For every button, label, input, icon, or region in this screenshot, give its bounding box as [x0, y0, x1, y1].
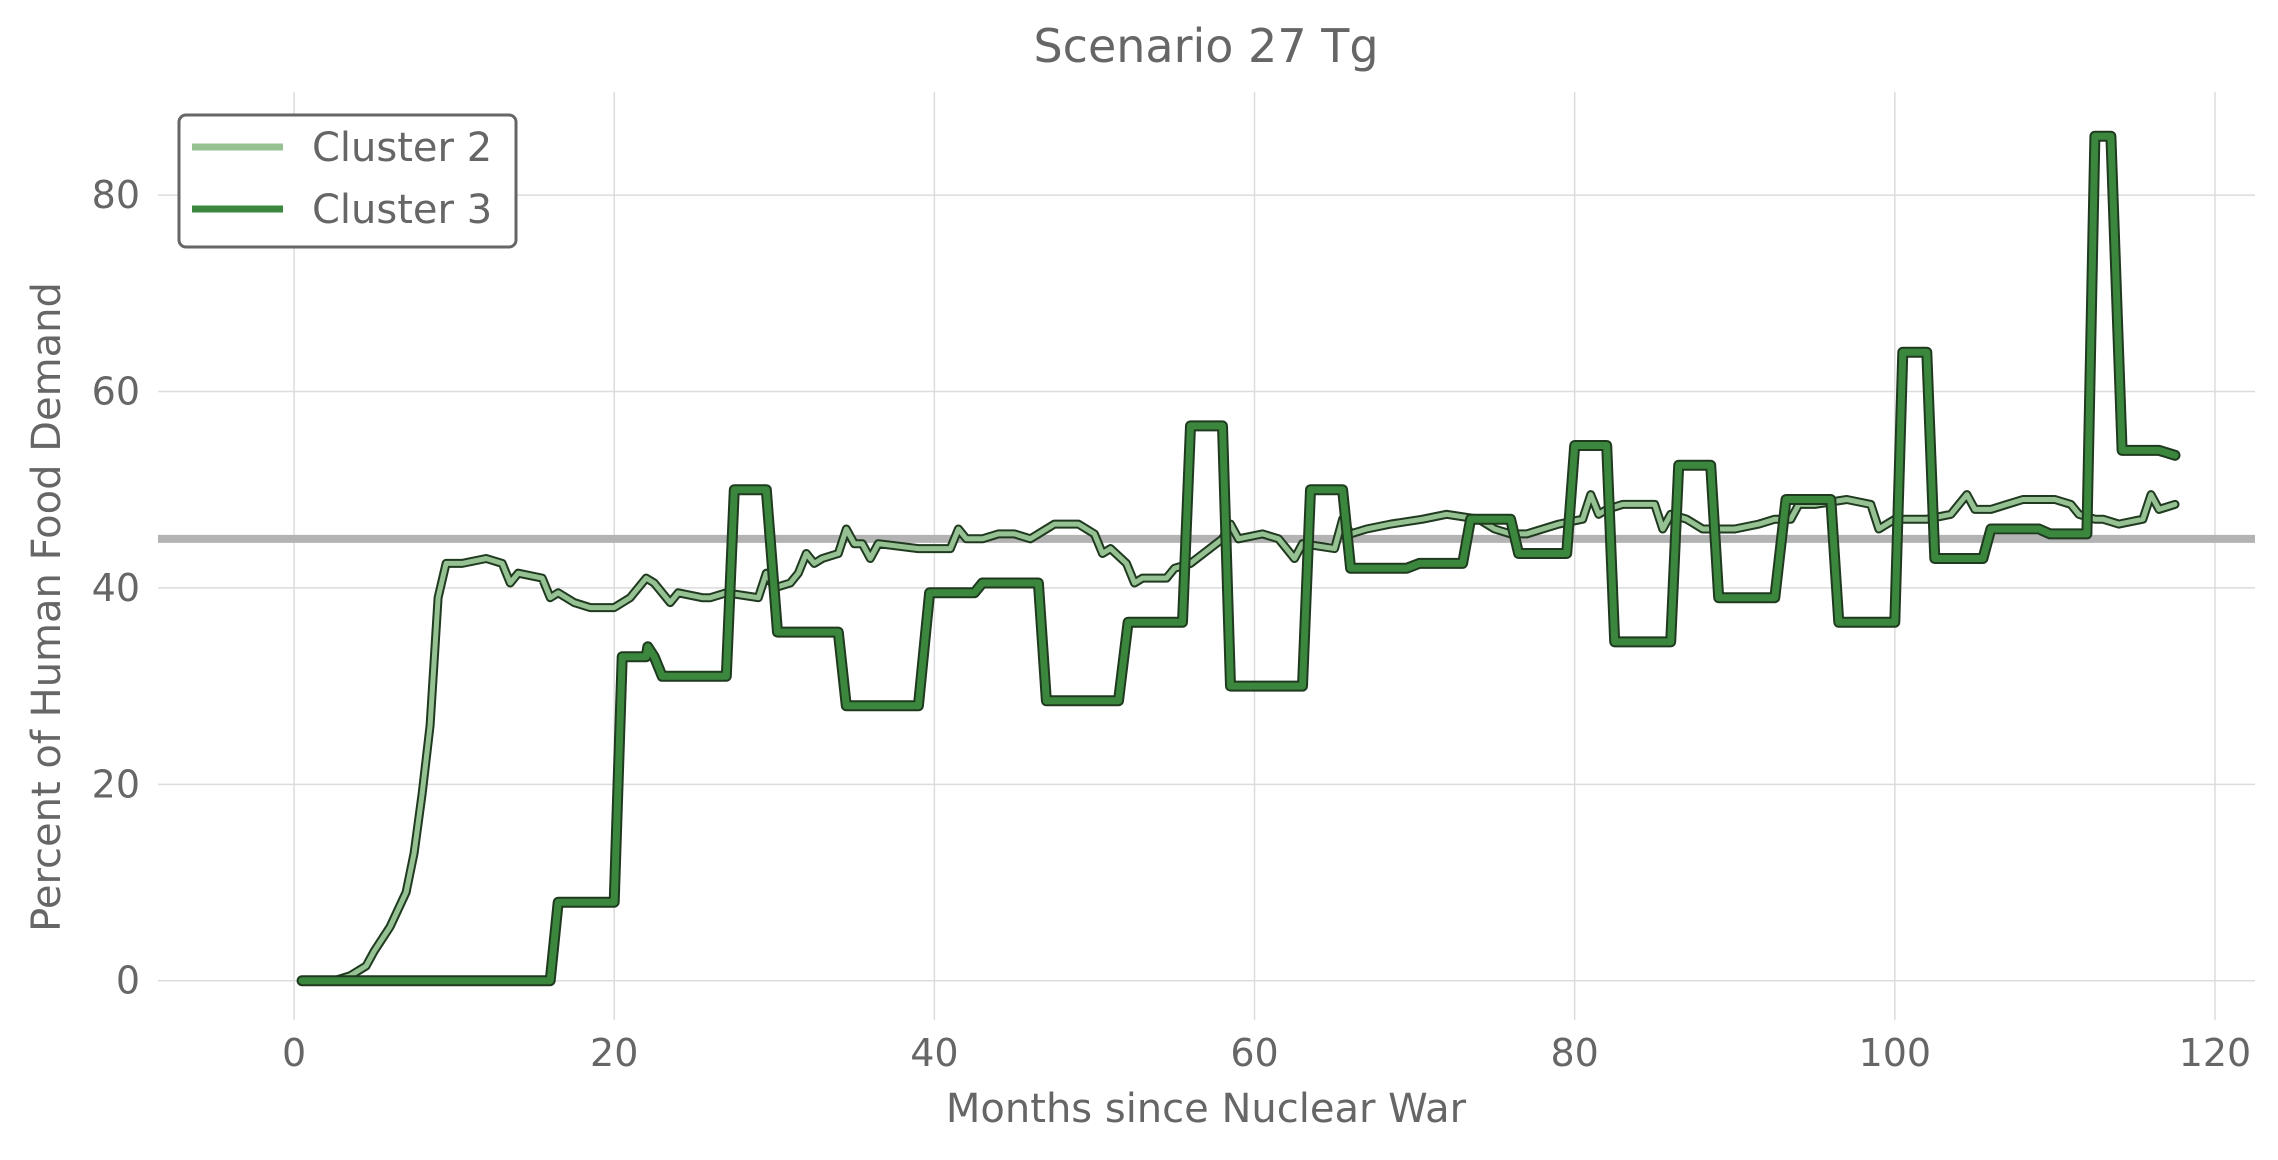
- chart-title: Scenario 27 Tg: [1033, 19, 1378, 73]
- x-tick-label: 120: [2179, 1031, 2252, 1075]
- x-tick-label: 100: [1859, 1031, 1932, 1075]
- y-tick-label: 60: [92, 370, 140, 414]
- x-tick-label: 0: [282, 1031, 306, 1075]
- y-tick-label: 0: [116, 959, 140, 1003]
- legend-label-cluster-2: Cluster 2: [312, 125, 492, 171]
- legend-label-cluster-3: Cluster 3: [312, 187, 492, 233]
- x-tick-label: 20: [590, 1031, 638, 1075]
- y-tick-label: 40: [92, 566, 140, 610]
- y-tick-label: 20: [92, 762, 140, 806]
- legend: Cluster 2 Cluster 3: [177, 113, 518, 249]
- x-tick-label: 60: [1230, 1031, 1278, 1075]
- series-layer: [296, 130, 2181, 987]
- y-axis-ticks: 0 20 40 60 80: [92, 173, 140, 1003]
- series-3: [296, 130, 2181, 987]
- x-tick-label: 80: [1550, 1031, 1598, 1075]
- series-line: [298, 132, 2179, 985]
- y-tick-label: 80: [92, 173, 140, 217]
- y-axis-label: Percent of Human Food Demand: [24, 282, 70, 932]
- x-tick-label: 40: [910, 1031, 958, 1075]
- x-axis-label: Months since Nuclear War: [946, 1086, 1467, 1132]
- x-axis-ticks: 0 20 40 60 80 100 120: [282, 1031, 2251, 1075]
